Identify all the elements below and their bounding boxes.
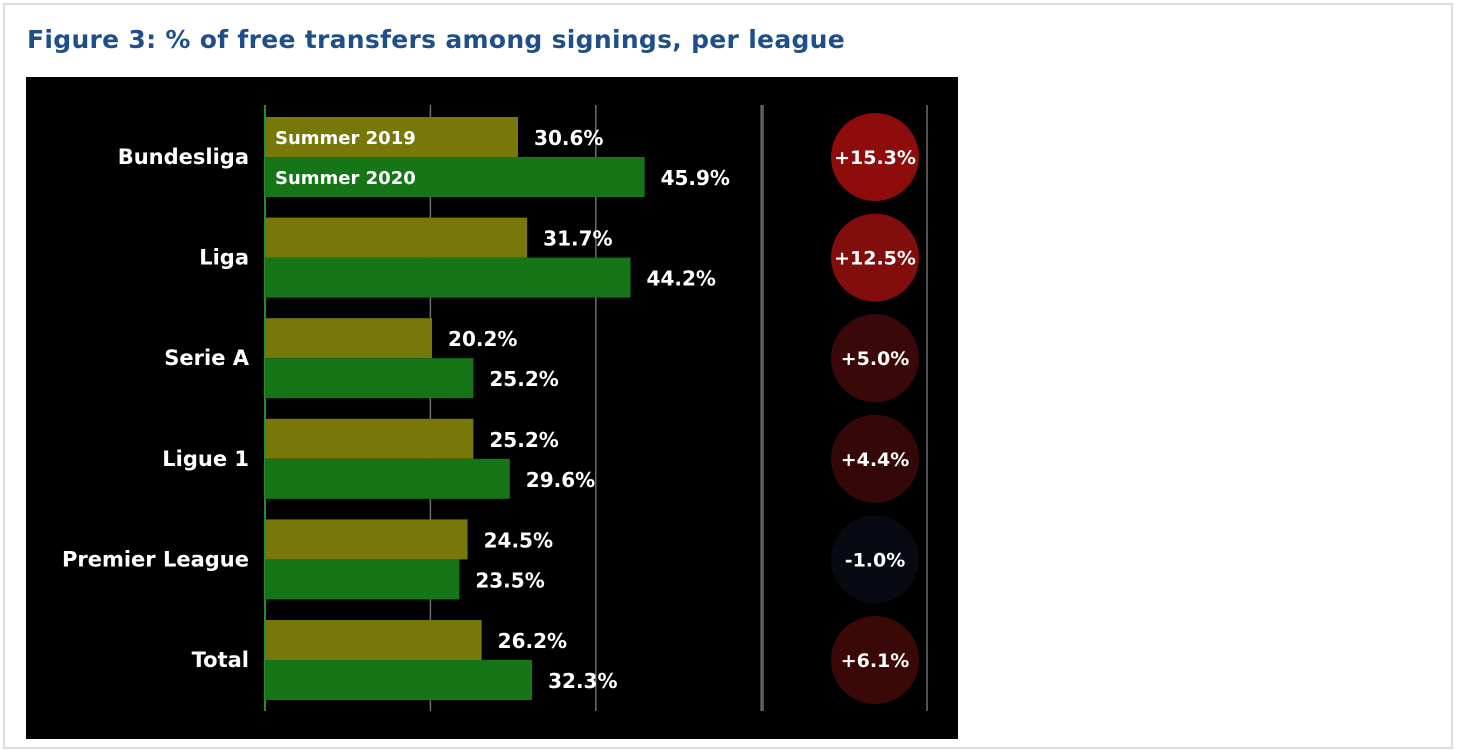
value-label-2019-serie-a: 20.2% — [448, 327, 517, 351]
bar-2020-bundesliga — [265, 157, 645, 197]
bar-2020-total — [265, 660, 533, 700]
value-label-2019-bundesliga: 30.6% — [534, 126, 603, 150]
difference-circle-premier-league — [831, 515, 919, 604]
value-label-2019-total: 26.2% — [498, 629, 567, 653]
difference-label-total: +6.1% — [841, 650, 910, 672]
chart-svg: Bundesliga 30.6% 45.9% +15.3% Liga 31.7% 44.2%… — [62, 105, 928, 711]
difference-label-serie-a: +5.0% — [841, 348, 910, 370]
bar-2019-serie-a — [265, 318, 433, 359]
difference-circle-liga — [831, 213, 919, 302]
legend-label-summer-2019: Summer 2019 — [275, 128, 416, 149]
difference-label-premier-league: -1.0% — [845, 549, 906, 571]
figure-frame: Figure 3: % of free transfers among sign… — [3, 3, 1453, 749]
value-label-2019-liga: 31.7% — [543, 227, 612, 251]
bar-2019-total — [265, 620, 482, 660]
difference-circle-ligue-1 — [831, 414, 919, 503]
bar-2019-liga — [265, 217, 528, 258]
value-label-2019-premier-league: 24.5% — [484, 528, 553, 552]
difference-circle-serie-a — [831, 314, 919, 403]
value-label-2020-serie-a: 25.2% — [489, 367, 558, 391]
category-label-ligue-1: Ligue 1 — [162, 447, 249, 471]
bar-2020-serie-a — [265, 358, 474, 399]
difference-label-bundesliga: +15.3% — [834, 147, 916, 169]
difference-circle-bundesliga — [831, 113, 919, 201]
category-label-serie-a: Serie A — [164, 346, 249, 370]
chart-panel: Bundesliga 30.6% 45.9% +15.3% Liga 31.7% 44.2%… — [26, 77, 958, 739]
category-label-bundesliga: Bundesliga — [118, 145, 249, 169]
category-label-total: Total — [192, 648, 249, 672]
value-label-2020-liga: 44.2% — [647, 267, 716, 291]
category-label-liga: Liga — [199, 246, 249, 270]
figure-title: Figure 3: % of free transfers among sign… — [27, 25, 846, 54]
difference-label-ligue-1: +4.4% — [841, 449, 910, 471]
bar-2020-liga — [265, 257, 631, 298]
value-label-2020-total: 32.3% — [548, 669, 617, 693]
legend-label-summer-2020: Summer 2020 — [275, 168, 416, 189]
difference-label-liga: +12.5% — [834, 248, 916, 270]
value-label-2019-ligue-1: 25.2% — [489, 428, 558, 452]
value-label-2020-premier-league: 23.5% — [475, 568, 544, 592]
value-label-2020-bundesliga: 45.9% — [661, 166, 730, 190]
category-label-premier-league: Premier League — [62, 547, 249, 571]
bar-2020-premier-league — [265, 559, 460, 600]
value-label-2020-ligue-1: 29.6% — [526, 468, 595, 492]
bar-2019-bundesliga — [265, 117, 519, 157]
bar-2019-premier-league — [265, 519, 468, 560]
bar-2019-ligue-1 — [265, 418, 474, 459]
bar-2020-ligue-1 — [265, 458, 510, 499]
difference-circle-total — [831, 616, 919, 704]
